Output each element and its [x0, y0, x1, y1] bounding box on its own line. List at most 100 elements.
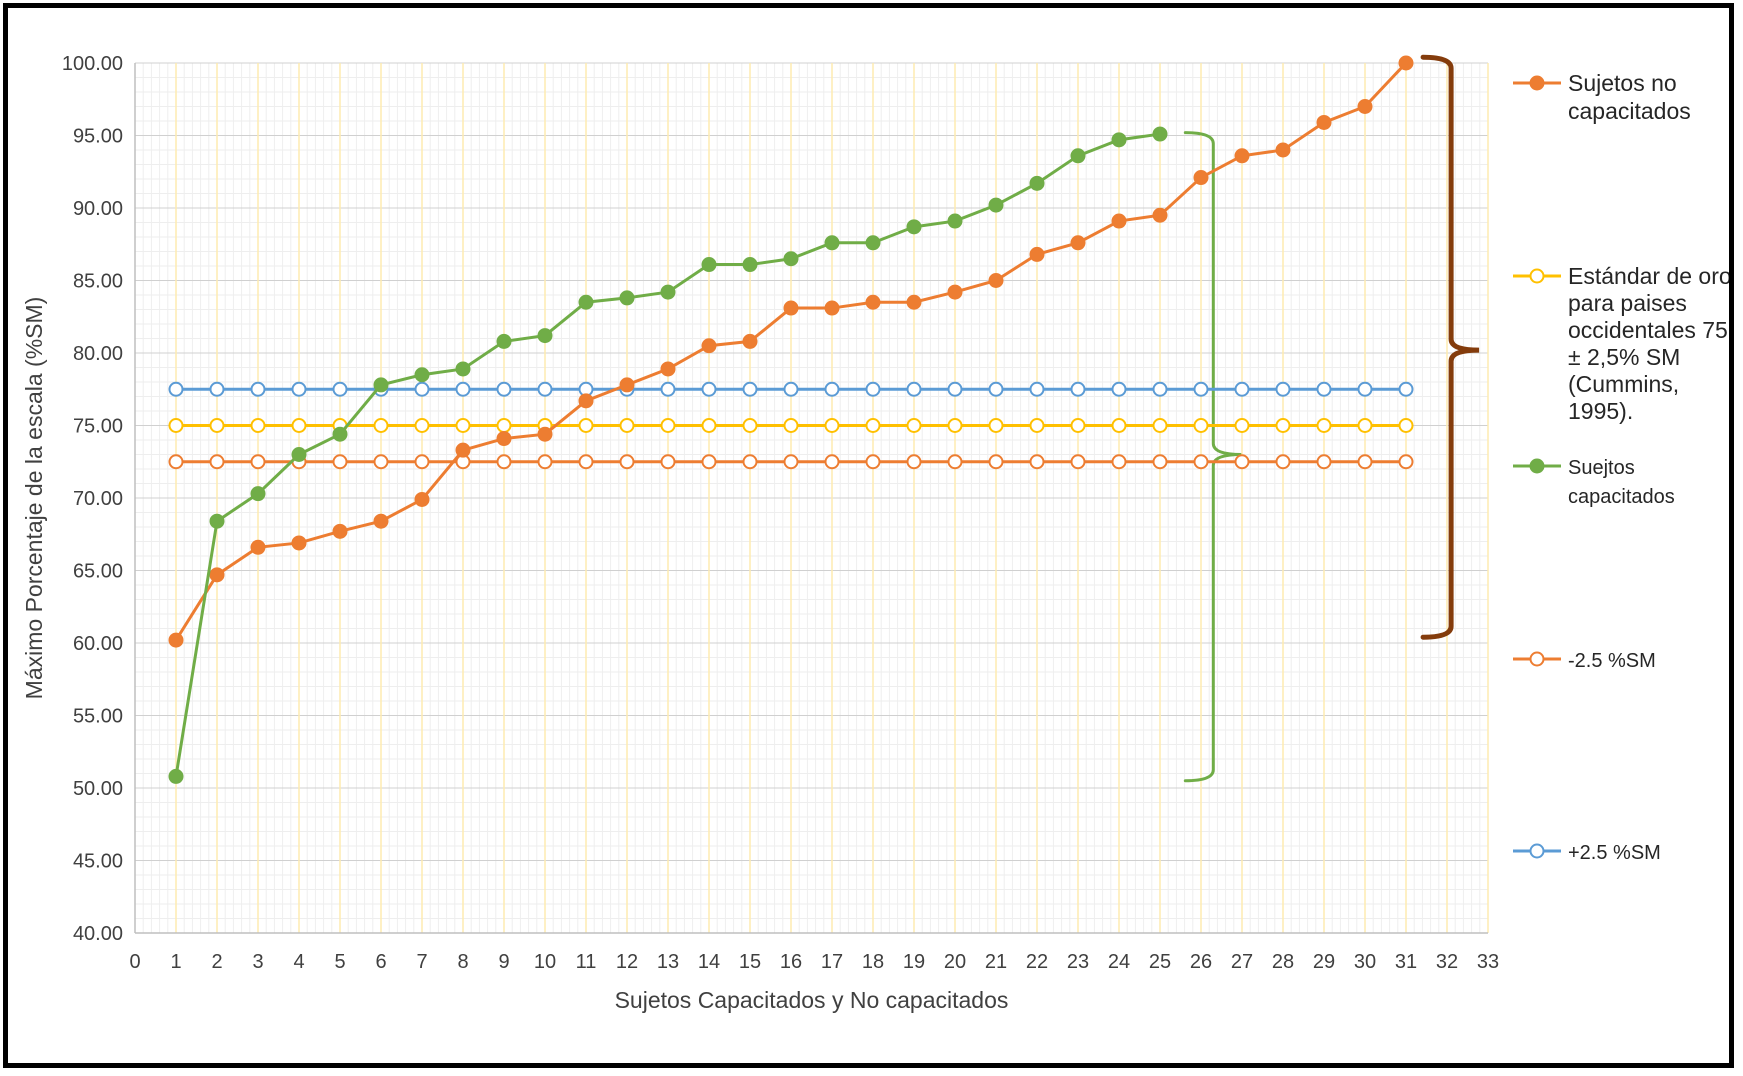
data-point-no_capacitados: [250, 539, 266, 555]
data-point-plus: [701, 381, 717, 397]
data-point-minus: [1234, 454, 1250, 470]
data-point-no_capacitados: [1316, 114, 1332, 130]
data-point-capacitados: [906, 219, 922, 235]
data-point-minus: [783, 454, 799, 470]
y-tick-label: 90.00: [73, 198, 123, 220]
data-point-capacitados: [783, 251, 799, 267]
axis-layer: 40.00 45.00 50.00 55.00 60.00 65.00 70.00 75.00…: [62, 53, 1499, 973]
data-point-no_capacitados: [1070, 235, 1086, 251]
y-tick-label: 50.00: [73, 778, 123, 800]
data-point-minus: [1152, 454, 1168, 470]
data-point-capacitados: [496, 333, 512, 349]
data-point-no_capacitados: [1193, 170, 1209, 186]
data-point-no_capacitados: [1275, 142, 1291, 158]
data-point-minus: [947, 454, 963, 470]
data-point-plus: [1275, 381, 1291, 397]
data-point-minus: [209, 454, 225, 470]
data-point-estandar: [1070, 418, 1086, 433]
data-point-estandar: [783, 418, 799, 433]
x-tick-label: 27: [1231, 951, 1253, 973]
data-point-estandar: [1316, 418, 1332, 433]
data-point-plus: [1152, 381, 1168, 397]
legend-label-line: capacitados: [1568, 98, 1691, 124]
data-point-plus: [783, 381, 799, 397]
data-point-estandar: [906, 418, 922, 433]
x-tick-label: 14: [698, 951, 720, 973]
legend-label-line: +2.5 %SM: [1568, 842, 1661, 864]
y-tick-label: 40.00: [73, 923, 123, 945]
data-point-plus: [496, 381, 512, 397]
data-point-plus: [660, 381, 676, 397]
x-tick-label: 21: [985, 951, 1007, 973]
data-point-estandar: [1275, 418, 1291, 433]
data-point-capacitados: [865, 235, 881, 251]
x-tick-label: 8: [457, 951, 468, 973]
brace-capacitados: [1183, 131, 1242, 783]
y-tick-label: 45.00: [73, 851, 123, 873]
x-tick-label: 6: [375, 951, 386, 973]
data-point-no_capacitados: [701, 338, 717, 354]
legend-label-line: Estándar de oro: [1568, 263, 1729, 289]
data-point-no_capacitados: [742, 333, 758, 349]
x-tick-label: 24: [1108, 951, 1130, 973]
x-tick-label: 12: [616, 951, 638, 973]
data-point-no_capacitados: [619, 377, 635, 393]
data-point-minus: [496, 454, 512, 470]
legend-label-line: occidentales 75: [1568, 317, 1728, 343]
data-point-estandar: [373, 418, 389, 433]
x-tick-label: 10: [534, 951, 556, 973]
data-point-plus: [414, 381, 430, 397]
data-point-minus: [250, 454, 266, 470]
x-tick-label: 4: [293, 951, 304, 973]
data-point-no_capacitados: [332, 523, 348, 539]
data-point-minus: [414, 454, 430, 470]
legend-label-line: capacitados: [1568, 486, 1675, 508]
x-tick-label: 31: [1395, 951, 1417, 973]
data-point-estandar: [660, 418, 676, 433]
y-tick-label: 80.00: [73, 343, 123, 365]
data-point-estandar: [1152, 418, 1168, 433]
data-point-capacitados: [578, 294, 594, 310]
x-tick-label: 20: [944, 951, 966, 973]
x-tick-label: 22: [1026, 951, 1048, 973]
y-tick-label: 100.00: [62, 53, 123, 75]
data-point-estandar: [619, 418, 635, 433]
data-point-minus: [1275, 454, 1291, 470]
data-point-plus: [1111, 381, 1127, 397]
data-point-minus: [701, 454, 717, 470]
x-tick-label: 0: [129, 951, 140, 973]
data-point-capacitados: [209, 513, 225, 529]
data-point-minus: [988, 454, 1004, 470]
data-point-capacitados: [332, 426, 348, 442]
x-tick-label: 17: [821, 951, 843, 973]
data-point-no_capacitados: [824, 300, 840, 316]
data-point-capacitados: [373, 377, 389, 393]
data-point-estandar: [1398, 418, 1414, 433]
data-point-estandar: [1111, 418, 1127, 433]
data-point-plus: [988, 381, 1004, 397]
series-minus: [168, 454, 1414, 470]
data-point-no_capacitados: [291, 535, 307, 551]
data-point-capacitados: [250, 486, 266, 502]
data-point-no_capacitados: [947, 284, 963, 300]
x-tick-label: 2: [211, 951, 222, 973]
data-point-capacitados: [291, 447, 307, 462]
x-tick-label: 15: [739, 951, 761, 973]
legend-swatch-marker: [1529, 458, 1545, 474]
data-point-estandar: [168, 418, 184, 433]
legend-swatch-marker: [1529, 843, 1545, 859]
data-point-no_capacitados: [414, 491, 430, 507]
data-point-capacitados: [947, 213, 963, 229]
data-point-minus: [168, 454, 184, 470]
data-point-estandar: [291, 418, 307, 433]
data-point-no_capacitados: [168, 632, 184, 648]
x-tick-label: 16: [780, 951, 802, 973]
data-point-estandar: [947, 418, 963, 433]
x-tick-label: 25: [1149, 951, 1171, 973]
data-point-minus: [1357, 454, 1373, 470]
data-point-no_capacitados: [1357, 99, 1373, 114]
data-point-minus: [824, 454, 840, 470]
data-point-capacitados: [1029, 175, 1045, 191]
data-point-plus: [1357, 381, 1373, 397]
